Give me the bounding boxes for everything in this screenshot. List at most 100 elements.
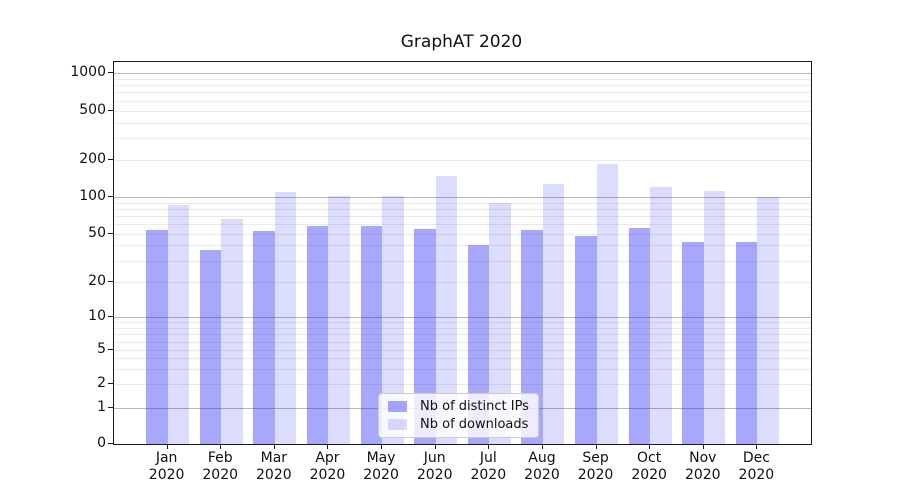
x-tick-year: 2020 bbox=[470, 467, 507, 483]
x-tick-year: 2020 bbox=[256, 467, 292, 483]
x-tick-month: Oct bbox=[637, 450, 662, 466]
bar-nb-of-downloads-jul bbox=[489, 202, 511, 444]
grid-line-minor bbox=[114, 215, 811, 217]
bar-nb-of-distinct-ips-jun bbox=[414, 228, 436, 444]
bar-nb-of-downloads-dec bbox=[757, 197, 779, 444]
grid-line-minor bbox=[114, 350, 811, 352]
bar-nb-of-distinct-ips-oct bbox=[628, 227, 651, 444]
x-tick-year: 2020 bbox=[684, 467, 721, 483]
x-tick-year: 2020 bbox=[416, 467, 453, 483]
x-tick-month: Jul bbox=[479, 450, 497, 466]
grid-line-minor bbox=[114, 327, 811, 329]
grid-line-minor bbox=[114, 92, 811, 94]
bar-nb-of-distinct-ips-mar bbox=[253, 230, 275, 444]
x-tick-mark bbox=[220, 444, 222, 449]
x-tick-month: Apr bbox=[315, 450, 340, 466]
bar-nb-of-distinct-ips-may bbox=[360, 225, 383, 444]
y-tick-mark bbox=[108, 71, 113, 73]
grid-line-major bbox=[114, 197, 811, 198]
x-tick-label: Feb 2020 bbox=[190, 450, 250, 484]
legend-item: Nb of distinct IPs bbox=[388, 399, 529, 414]
x-tick-year: 2020 bbox=[202, 467, 239, 483]
y-tick-mark bbox=[108, 232, 113, 234]
bar-nb-of-downloads-apr bbox=[328, 196, 350, 444]
grid-line-minor bbox=[114, 208, 811, 210]
y-tick-mark bbox=[108, 316, 113, 317]
x-tick-month: Jan bbox=[155, 450, 178, 466]
legend-swatch-nb-of-distinct-ips bbox=[388, 401, 407, 412]
x-tick-month: Aug bbox=[528, 450, 556, 466]
x-tick-label: Mar 2020 bbox=[244, 450, 304, 484]
x-tick-month: Dec bbox=[742, 450, 770, 466]
x-tick-label: Nov 2020 bbox=[673, 450, 733, 484]
x-tick-label: Jul 2020 bbox=[458, 450, 518, 484]
chart-title: GraphAT 2020 bbox=[400, 32, 523, 52]
y-tick-mark bbox=[108, 281, 113, 282]
x-tick-label: Jan 2020 bbox=[137, 450, 197, 484]
bar-nb-of-distinct-ips-apr bbox=[307, 225, 329, 444]
x-tick-label: Jun 2020 bbox=[405, 450, 465, 484]
y-tick-label: 50 bbox=[88, 224, 106, 241]
grid-line-major bbox=[114, 317, 811, 318]
x-tick-year: 2020 bbox=[148, 467, 185, 483]
bar-nb-of-distinct-ips-dec bbox=[735, 241, 758, 444]
x-tick-mark bbox=[649, 444, 651, 449]
x-tick-year: 2020 bbox=[309, 467, 346, 483]
x-tick-year: 2020 bbox=[524, 467, 560, 483]
y-tick-label: 0 bbox=[97, 435, 106, 451]
grid-line-minor bbox=[114, 123, 811, 124]
grid-line-minor bbox=[114, 322, 811, 324]
x-tick-mark bbox=[595, 444, 597, 449]
y-tick-mark bbox=[108, 406, 113, 408]
x-tick-mark bbox=[702, 444, 704, 449]
bar-nb-of-distinct-ips-aug bbox=[521, 229, 543, 444]
bar-nb-of-downloads-nov bbox=[703, 191, 726, 444]
x-tick-mark bbox=[488, 444, 490, 449]
x-tick-mark bbox=[381, 444, 383, 449]
x-tick-month: Jun bbox=[423, 450, 446, 466]
x-tick-mark bbox=[434, 444, 436, 449]
x-tick-year: 2020 bbox=[577, 467, 614, 483]
bar-nb-of-downloads-oct bbox=[650, 187, 672, 444]
bar-nb-of-downloads-may bbox=[382, 195, 404, 444]
x-tick-mark bbox=[327, 444, 329, 449]
grid-line-minor bbox=[114, 334, 811, 336]
y-tick-mark bbox=[108, 110, 113, 111]
grid-line-minor bbox=[114, 202, 811, 204]
x-tick-label: Apr 2020 bbox=[297, 450, 357, 484]
x-tick-month: Nov bbox=[689, 450, 717, 466]
x-tick-label: Dec 2020 bbox=[726, 450, 786, 484]
x-tick-month: May bbox=[366, 450, 396, 466]
y-tick-label: 2 bbox=[97, 374, 106, 391]
legend: Nb of distinct IPs Nb of downloads bbox=[378, 393, 539, 438]
plot-area: Nb of distinct IPs Nb of downloads bbox=[113, 61, 812, 445]
grid-line-minor bbox=[114, 341, 811, 343]
y-tick-label: 500 bbox=[79, 102, 106, 118]
grid-line-minor bbox=[114, 138, 811, 140]
grid-line-minor bbox=[114, 282, 811, 283]
bar-nb-of-distinct-ips-nov bbox=[682, 241, 704, 444]
bar-nb-of-distinct-ips-feb bbox=[199, 249, 222, 444]
grid-line-minor bbox=[114, 78, 811, 80]
x-tick-month: Feb bbox=[207, 450, 233, 466]
bar-nb-of-downloads-mar bbox=[274, 191, 297, 444]
y-tick-label: 100 bbox=[79, 188, 106, 204]
grid-line-minor bbox=[114, 383, 811, 385]
bar-nb-of-downloads-feb bbox=[221, 219, 243, 444]
x-tick-label: Oct 2020 bbox=[619, 450, 679, 484]
grid-line-major bbox=[114, 72, 811, 74]
x-tick-month: Mar bbox=[260, 450, 288, 466]
y-tick-label: 20 bbox=[88, 273, 106, 289]
grid-line-minor bbox=[114, 260, 811, 262]
grid-line-minor bbox=[114, 85, 811, 87]
y-tick-mark bbox=[108, 443, 113, 444]
y-tick-label: 1 bbox=[97, 398, 106, 415]
y-tick-label: 200 bbox=[79, 151, 106, 168]
grid-line-minor bbox=[114, 245, 811, 247]
grid-line-minor bbox=[114, 111, 811, 112]
x-tick-label: Aug 2020 bbox=[512, 450, 572, 484]
x-tick-year: 2020 bbox=[631, 467, 667, 483]
bar-nb-of-downloads-aug bbox=[542, 183, 565, 444]
grid-line-minor bbox=[114, 224, 811, 226]
